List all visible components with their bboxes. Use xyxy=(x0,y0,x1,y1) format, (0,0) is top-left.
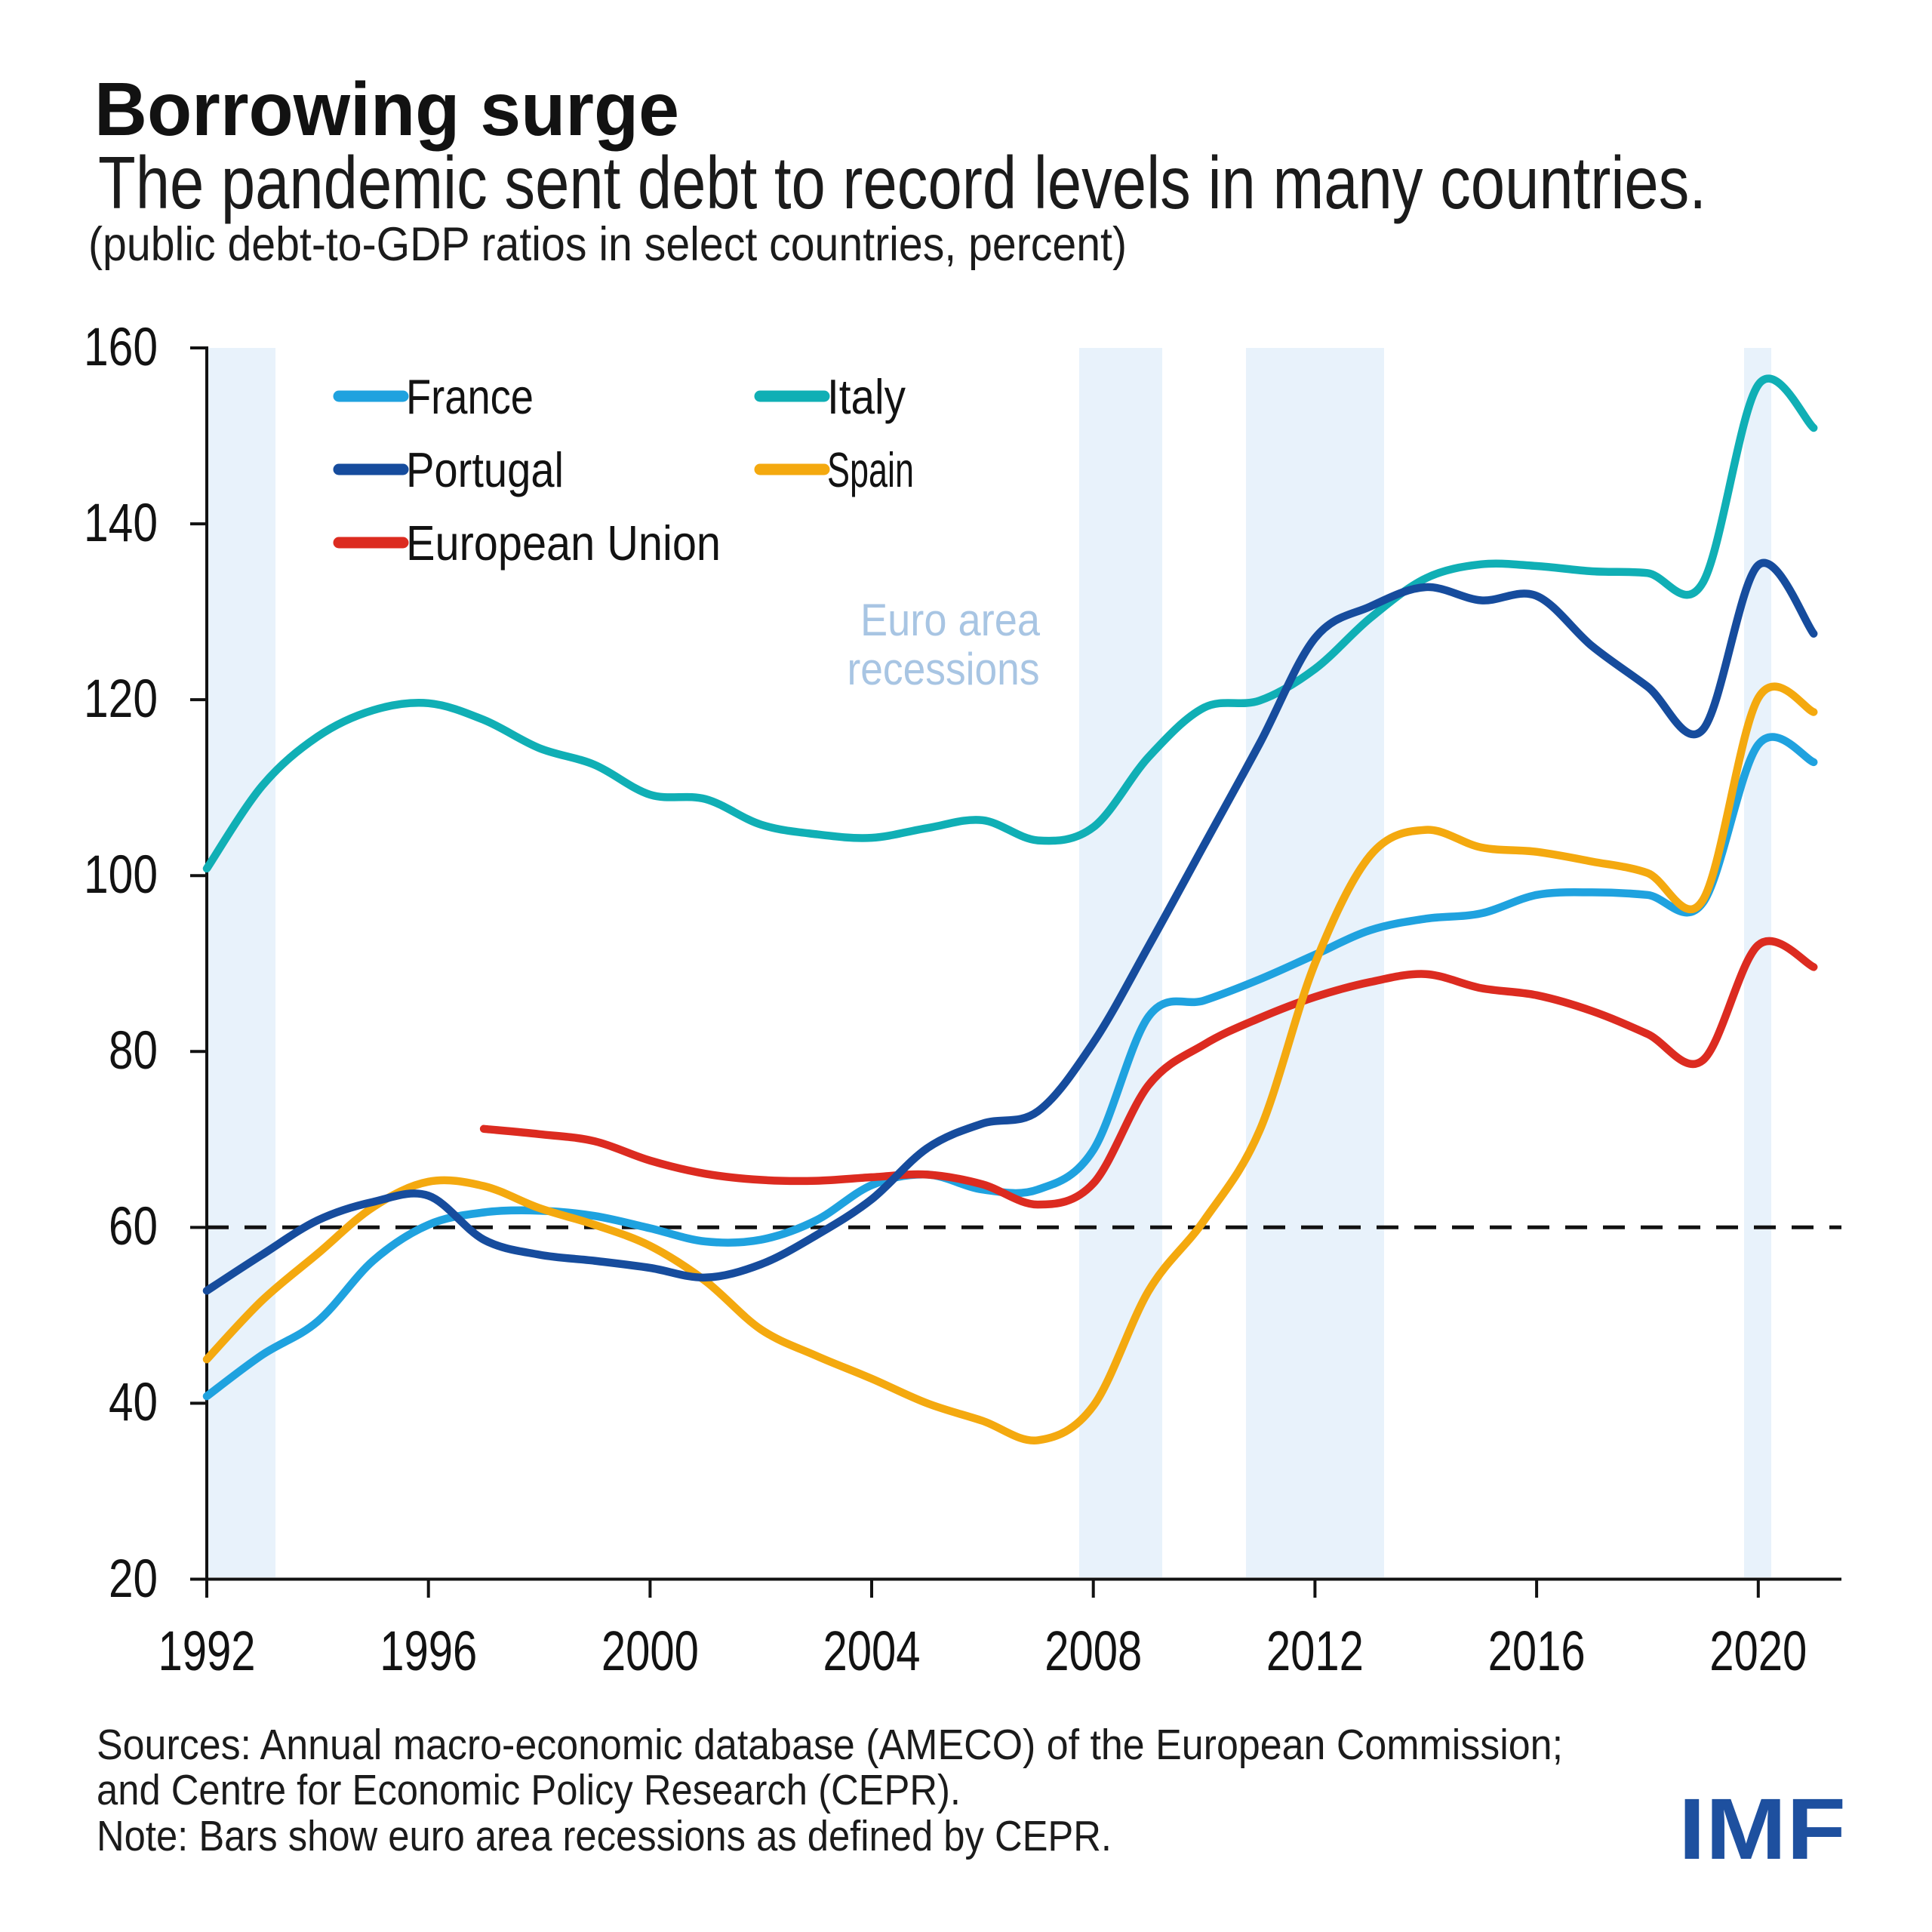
svg-text:(public debt-to-GDP ratios in: (public debt-to-GDP ratios in select cou… xyxy=(88,218,1127,271)
svg-text:20: 20 xyxy=(109,1549,158,1609)
svg-text:France: France xyxy=(406,369,534,424)
svg-text:Italy: Italy xyxy=(827,369,906,424)
svg-text:60: 60 xyxy=(109,1197,158,1257)
svg-text:2020: 2020 xyxy=(1709,1620,1807,1682)
svg-text:Sources: Annual macro-economic: Sources: Annual macro-economic database … xyxy=(97,1721,1563,1769)
svg-text:IMF: IMF xyxy=(1678,1781,1846,1878)
svg-text:recessions: recessions xyxy=(848,644,1040,694)
svg-text:Borrowing surge: Borrowing surge xyxy=(94,67,679,152)
svg-text:160: 160 xyxy=(84,318,158,377)
svg-text:100: 100 xyxy=(84,845,158,905)
svg-text:2008: 2008 xyxy=(1044,1620,1142,1682)
svg-text:European Union: European Union xyxy=(406,515,721,571)
svg-text:1996: 1996 xyxy=(380,1620,477,1682)
svg-text:Euro area: Euro area xyxy=(860,595,1041,645)
svg-text:2016: 2016 xyxy=(1488,1620,1586,1682)
svg-text:Spain: Spain xyxy=(827,442,914,497)
svg-text:and Centre for Economic Policy: and Centre for Economic Policy Research … xyxy=(97,1766,961,1814)
svg-text:Portugal: Portugal xyxy=(406,442,564,497)
svg-text:120: 120 xyxy=(84,669,158,729)
svg-text:2000: 2000 xyxy=(601,1620,699,1682)
svg-text:Note: Bars show euro area rece: Note: Bars show euro area recessions as … xyxy=(97,1812,1112,1860)
svg-text:2012: 2012 xyxy=(1266,1620,1364,1682)
svg-text:The pandemic sent debt to reco: The pandemic sent debt to record levels … xyxy=(98,141,1706,224)
svg-text:2004: 2004 xyxy=(823,1620,921,1682)
svg-text:1992: 1992 xyxy=(158,1620,256,1682)
svg-text:140: 140 xyxy=(84,494,158,553)
svg-text:40: 40 xyxy=(109,1373,158,1432)
svg-text:80: 80 xyxy=(109,1021,158,1081)
